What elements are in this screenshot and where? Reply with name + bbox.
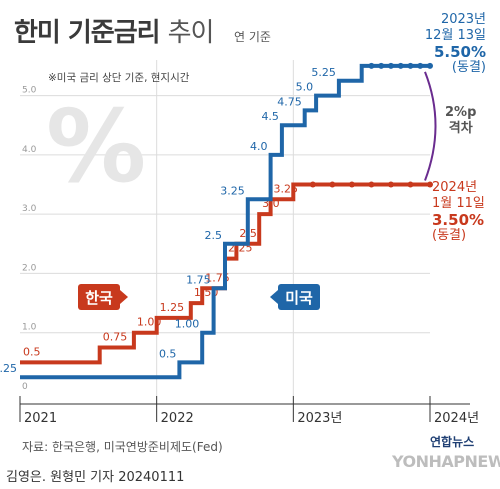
- y-tick-label: 5.0: [22, 86, 37, 96]
- korea-hold-marker: [427, 181, 433, 188]
- korea-hold-marker: [407, 181, 414, 188]
- y-tick-label: 1.0: [22, 323, 37, 333]
- us-series-tag: [278, 284, 320, 310]
- korea-hold-marker: [368, 181, 375, 188]
- us-data-label: 0.5: [159, 347, 177, 360]
- gap-bracket: [424, 71, 437, 181]
- gap-text: 격차: [448, 121, 473, 136]
- y-tick-label: 4.0: [22, 145, 37, 155]
- us-annotation-value: 5.50%: [433, 43, 486, 61]
- agency-watermark: YONHAPNEWS: [392, 452, 500, 471]
- us-annotation-year: 2023년: [440, 12, 486, 27]
- x-tick-label: 2023년: [297, 411, 342, 426]
- korea-series-tag: [78, 284, 120, 310]
- y-tick-label: 0: [22, 382, 28, 392]
- us-data-label: 4.5: [261, 110, 279, 123]
- byline: 김영은. 원형민 기자 20240111: [6, 470, 185, 485]
- us-hold-marker: [407, 62, 414, 69]
- us-data-label: 0.25: [0, 362, 17, 375]
- us-annotation: 2023년 12월 13일 5.50% (동결): [425, 12, 486, 76]
- us-data-label: 5.0: [296, 81, 314, 94]
- percent-watermark-icon: %: [46, 88, 147, 205]
- korea-hold-marker: [387, 181, 394, 188]
- unit-label: 연 기준: [234, 30, 271, 44]
- y-tick-label: 3.0: [22, 204, 37, 214]
- us-series-tag-pointer: [270, 290, 278, 304]
- us-data-label: 1.00: [175, 318, 200, 331]
- us-hold-marker: [397, 62, 404, 69]
- x-tick-label: 2022: [161, 411, 194, 426]
- agency-logo: 연합뉴스: [430, 435, 475, 449]
- korea-data-label: 0.5: [23, 345, 41, 358]
- us-hold-marker: [368, 62, 375, 69]
- us-data-label: 5.25: [311, 66, 336, 79]
- korea-series-tag-pointer: [120, 290, 128, 304]
- footnote: ※미국 금리 상단 기준, 현지시간: [48, 72, 190, 84]
- us-data-label: 4.0: [250, 140, 268, 153]
- chart-title: 한미 기준금리 추이: [14, 12, 215, 49]
- us-data-label: 4.75: [277, 95, 302, 108]
- korea-hold-marker: [329, 181, 336, 188]
- korea-annotation-year: 2024년: [432, 180, 478, 195]
- korea-data-label: 1.25: [160, 301, 185, 314]
- x-tick-label: 2021: [24, 411, 57, 426]
- us-rate-line: [20, 63, 430, 380]
- us-hold-marker: [417, 62, 424, 69]
- us-hold-marker: [387, 62, 394, 69]
- korea-data-label: 3.25: [274, 182, 299, 195]
- korea-series-name: 한국: [85, 289, 113, 307]
- korea-hold-marker: [348, 181, 355, 188]
- korea-annotation: 2024년 1월 11일 3.50% (동결): [432, 180, 485, 244]
- x-tick-label: 2024년: [434, 411, 479, 426]
- us-annotation-status: (동결): [451, 60, 486, 75]
- korea-data-label: 1.00: [137, 316, 162, 329]
- us-series-name: 미국: [285, 289, 313, 307]
- title-bold: 한미 기준금리: [14, 18, 161, 48]
- korea-annotation-value: 3.50%: [432, 211, 485, 229]
- us-data-label: 3.25: [220, 184, 245, 197]
- title-light: 추이: [167, 18, 215, 48]
- korea-annotation-status: (동결): [432, 228, 467, 243]
- korea-annotation-date: 1월 11일: [432, 196, 485, 211]
- us-data-label: 1.75: [186, 273, 211, 286]
- us-data-label: 2.5: [205, 229, 223, 242]
- gap-value: 2%p: [445, 105, 477, 120]
- korea-data-label: 0.75: [103, 331, 128, 344]
- source-text: 자료: 한국은행, 미국연방준비제도(Fed): [22, 440, 223, 454]
- us-annotation-date: 12월 13일: [424, 28, 486, 43]
- gap-label: 2%p 격차: [445, 105, 476, 137]
- korea-hold-marker: [309, 181, 316, 188]
- us-hold-marker: [427, 62, 433, 69]
- us-hold-marker: [378, 62, 385, 69]
- y-tick-label: 2.0: [22, 263, 37, 273]
